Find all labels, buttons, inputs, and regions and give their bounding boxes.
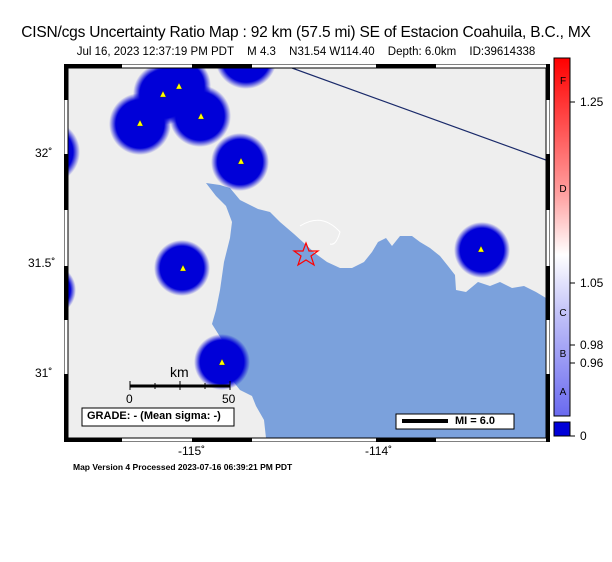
event-magnitude: M 4.3	[247, 46, 276, 58]
lat-label-31: 31˚	[35, 366, 53, 380]
lon-label-115: -115˚	[178, 444, 206, 458]
scale-end: 50	[222, 392, 236, 406]
colorbar-label-0-96: 0.96	[580, 356, 604, 370]
grade-box	[81, 407, 235, 427]
map-frame	[64, 64, 550, 442]
grade-letter-c: C	[559, 308, 567, 319]
scale-unit: km	[170, 364, 189, 380]
event-id: ID:39614338	[469, 46, 536, 58]
station-markers	[136, 82, 485, 366]
grade-letter-d: D	[559, 184, 567, 195]
colorbar-label-0: 0	[580, 429, 587, 443]
colorbar-label-1-25: 1.25	[580, 95, 604, 109]
event-depth: Depth: 6.0km	[387, 46, 457, 58]
lat-label-31-5: 31.5˚	[28, 256, 56, 270]
lat-label-32: 32˚	[35, 146, 53, 160]
map-footer: Map Version 4 Processed 2023-07-16 06:39…	[73, 462, 293, 472]
contour-line	[299, 219, 341, 245]
colorbar	[553, 57, 575, 437]
lon-label-114: -114˚	[365, 444, 393, 458]
border-line	[291, 68, 546, 161]
colorbar-label-0-98: 0.98	[580, 338, 604, 352]
event-date: Jul 16, 2023 12:37:19 PM PDT	[76, 46, 234, 58]
gulf-water	[206, 183, 546, 438]
colorbar-label-1-05: 1.05	[580, 276, 604, 290]
map-title: CISN/cgs Uncertainty Ratio Map : 92 km (…	[21, 24, 591, 41]
grade-letter-b: B	[559, 349, 567, 360]
event-info: Jul 16, 2023 12:37:19 PM PDT M 4.3 N31.5…	[0, 46, 612, 58]
scale-start: 0	[126, 392, 133, 406]
grade-text: GRADE: - (Mean sigma: -)	[87, 410, 221, 422]
scale-bar	[129, 381, 231, 390]
mi-legend-box	[395, 413, 515, 430]
event-location: N31.54 W114.40	[289, 46, 375, 58]
grade-letter-a: A	[559, 387, 567, 398]
mi-legend-text: MI = 6.0	[455, 415, 496, 427]
epicenter-star	[292, 241, 320, 267]
grade-letter-f: F	[559, 76, 567, 87]
